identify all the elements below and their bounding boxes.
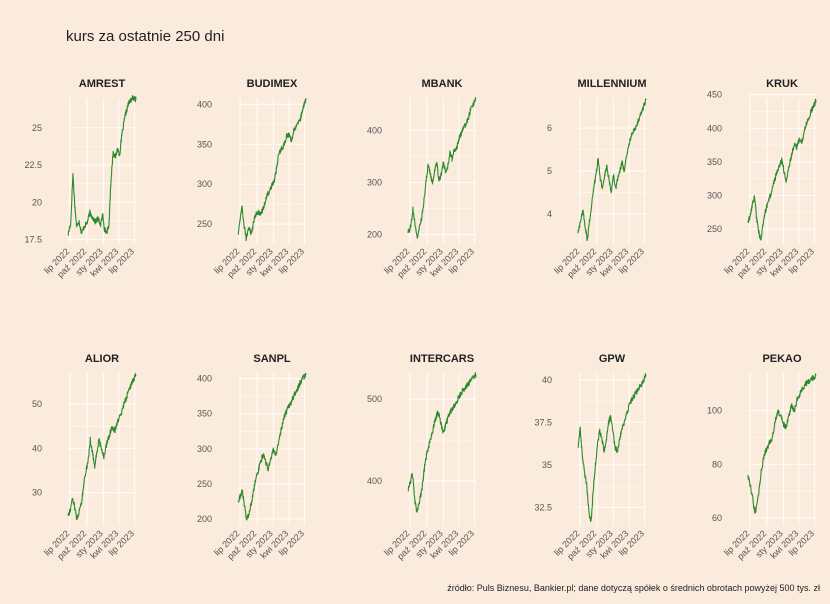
series-line bbox=[67, 373, 137, 521]
panel-title: PEKAO bbox=[762, 353, 802, 365]
y-tick-label: 350 bbox=[707, 157, 722, 167]
y-tick-label: 22.5 bbox=[24, 160, 42, 170]
y-tick-label: 400 bbox=[367, 476, 382, 486]
y-tick-label: 400 bbox=[367, 125, 382, 135]
y-tick-label: 250 bbox=[197, 219, 212, 229]
y-tick-label: 350 bbox=[197, 139, 212, 149]
y-tick-label: 37.5 bbox=[534, 417, 552, 427]
y-tick-label: 17.5 bbox=[24, 235, 42, 245]
y-tick-label: 200 bbox=[197, 514, 212, 524]
page-title: kurs za ostatnie 250 dni bbox=[66, 28, 225, 45]
y-tick-label: 40 bbox=[542, 375, 552, 385]
y-tick-label: 80 bbox=[712, 459, 722, 469]
series-line bbox=[747, 98, 817, 241]
series-line bbox=[67, 95, 137, 236]
y-tick-label: 20 bbox=[32, 197, 42, 207]
panel-title: ALIOR bbox=[85, 353, 119, 365]
y-tick-label: 100 bbox=[707, 406, 722, 416]
y-tick-label: 200 bbox=[367, 230, 382, 240]
y-tick-label: 40 bbox=[32, 443, 42, 453]
panel-title: BUDIMEX bbox=[247, 78, 298, 90]
panel-title: AMREST bbox=[79, 78, 126, 90]
y-tick-label: 4 bbox=[547, 209, 552, 219]
y-tick-label: 500 bbox=[367, 394, 382, 404]
y-tick-label: 5 bbox=[547, 166, 552, 176]
y-tick-label: 250 bbox=[197, 479, 212, 489]
series-line bbox=[577, 98, 647, 242]
y-tick-label: 400 bbox=[197, 99, 212, 109]
series-line bbox=[747, 373, 817, 514]
y-tick-label: 60 bbox=[712, 513, 722, 523]
panel-title: GPW bbox=[599, 353, 626, 365]
y-tick-label: 50 bbox=[32, 399, 42, 409]
y-tick-label: 6 bbox=[547, 123, 552, 133]
panel-title: KRUK bbox=[766, 78, 798, 90]
panel-title: MILLENNIUM bbox=[577, 78, 646, 90]
series-line bbox=[237, 97, 307, 242]
y-tick-label: 25 bbox=[32, 123, 42, 133]
y-tick-label: 450 bbox=[707, 90, 722, 100]
y-tick-label: 32.5 bbox=[534, 502, 552, 512]
series-line bbox=[407, 96, 477, 239]
panel-title: MBANK bbox=[422, 78, 463, 90]
y-tick-label: 400 bbox=[707, 123, 722, 133]
series-line bbox=[407, 372, 477, 513]
y-tick-label: 300 bbox=[197, 179, 212, 189]
panel-title: SANPL bbox=[253, 353, 291, 365]
y-tick-label: 35 bbox=[542, 460, 552, 470]
y-tick-label: 30 bbox=[32, 488, 42, 498]
y-tick-label: 300 bbox=[367, 177, 382, 187]
y-tick-label: 250 bbox=[707, 224, 722, 234]
y-tick-label: 350 bbox=[197, 409, 212, 419]
series-line bbox=[577, 373, 647, 522]
source-caption: źródło: Puls Biznesu, Bankier.pl; dane d… bbox=[447, 583, 820, 593]
y-tick-label: 300 bbox=[197, 444, 212, 454]
y-tick-label: 300 bbox=[707, 191, 722, 201]
y-tick-label: 400 bbox=[197, 374, 212, 384]
panel-title: INTERCARS bbox=[410, 353, 474, 365]
series-line bbox=[237, 372, 307, 521]
